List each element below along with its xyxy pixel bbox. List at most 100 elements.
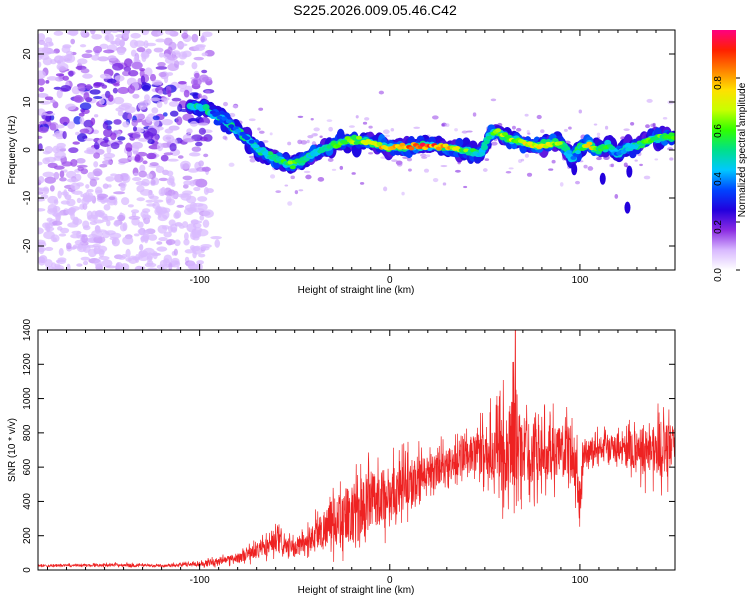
- spectrogram-noise-cell: [662, 116, 668, 120]
- spectrogram-noise-cell: [44, 246, 54, 252]
- spectrogram-noise-cell: [52, 145, 60, 154]
- spectrogram-noise-cell: [182, 175, 193, 181]
- spectrogram-noise-cell: [391, 159, 398, 162]
- spectrogram-noise-cell: [60, 84, 72, 92]
- spectrogram-noise-cell: [223, 101, 229, 107]
- spectrogram-noise-cell: [472, 112, 477, 117]
- spectrogram-noise-cell: [113, 119, 122, 125]
- spectrogram-noise-cell: [327, 157, 334, 162]
- spectrogram-noise-cell: [362, 121, 368, 125]
- spectrogram-noise-cell: [133, 233, 140, 237]
- spectrogram-noise-cell: [623, 162, 628, 168]
- spectrogram-noise-cell: [136, 197, 145, 202]
- spectrogram-noise-cell: [51, 220, 63, 226]
- spectrogram-noise-cell: [50, 99, 56, 104]
- spectrogram-noise-cell: [168, 219, 176, 226]
- spectrogram-noise-cell: [204, 90, 211, 94]
- spectrogram-noise-cell: [163, 37, 173, 46]
- spectrogram-ridge-cell: [202, 103, 210, 111]
- snr-y-axis: 0 200 400 600 800 1000 1200 1400: [22, 318, 675, 573]
- spectrogram-noise-cell: [148, 234, 158, 241]
- spectrogram-noise-cell: [191, 229, 202, 236]
- spectrogram-noise-cell: [170, 181, 176, 187]
- spectrogram-noise-cell: [73, 115, 82, 125]
- spectrogram-noise-cell: [113, 82, 120, 87]
- spectrogram-x-axis: -100 0 100: [47, 30, 676, 286]
- snr-y-tick-label: 1000: [22, 387, 33, 410]
- spectrogram-noise-cell: [157, 62, 166, 67]
- spectrogram-noise-cell: [162, 134, 175, 143]
- snr-y-tick-label: 200: [22, 527, 33, 544]
- snr-series-line: [38, 330, 675, 569]
- spectrogram-noise-cell: [46, 76, 58, 81]
- spectrogram-noise-cell: [52, 101, 59, 109]
- spectrogram-noise-cell: [107, 94, 114, 102]
- spectrogram-noise-cell: [137, 78, 142, 84]
- spectrogram-noise-cell: [43, 112, 56, 116]
- spectrogram-noise-cell: [53, 171, 60, 180]
- spectrogram-noise-cell: [222, 135, 227, 140]
- spectrogram-ridge-cell: [287, 160, 294, 165]
- spectrogram-y-label: Frequency (Hz): [7, 116, 18, 185]
- spectrogram-noise-cell: [165, 239, 176, 245]
- spectrogram-ridge-cell: [668, 132, 675, 137]
- spectrogram-noise-cell: [198, 127, 206, 135]
- spectrogram-noise-cell: [191, 61, 198, 70]
- spectrogram-noise-cell: [183, 238, 190, 246]
- spectrogram-ridge-cell: [504, 135, 511, 140]
- spectrogram-noise-cell: [132, 150, 139, 155]
- spectrogram-noise-cell: [182, 190, 193, 196]
- spectrogram-noise-cell: [137, 228, 145, 235]
- spectrogram-noise-cell: [104, 34, 110, 41]
- spectrogram-noise-cell: [167, 90, 172, 98]
- spectrogram-noise-cell: [152, 115, 160, 121]
- spectrogram-ridge-cell: [570, 155, 577, 160]
- spectrogram-ridge-cell: [435, 146, 442, 151]
- spectrogram-noise-cell: [58, 248, 64, 256]
- spectrogram-noise-cell: [646, 98, 653, 103]
- spectrogram-noise-cell: [139, 69, 145, 78]
- spectrogram-noise-cell: [645, 124, 650, 129]
- spectrogram-x-tick-label: 100: [572, 275, 589, 286]
- spectrogram-noise-cell: [132, 126, 138, 132]
- spectrogram-noise-cell: [166, 72, 174, 77]
- spectrogram-noise-cell: [156, 241, 163, 245]
- spectrogram-noise-cell: [128, 215, 141, 220]
- spectrogram-x-tick-label: 0: [387, 275, 393, 286]
- spectrogram-noise-cell: [176, 204, 185, 208]
- spectrogram-noise-cell: [152, 201, 160, 210]
- spectrogram-ridge-cell: [397, 145, 404, 150]
- spectrogram-noise-cell: [59, 116, 70, 125]
- spectrogram-noise-cell: [197, 93, 202, 99]
- spectrogram-noise-cell: [114, 75, 125, 82]
- spectrogram-noise-cell: [49, 123, 57, 131]
- spectrogram-ridge-cell: [342, 140, 349, 145]
- spectrogram-noise-cell: [188, 152, 201, 157]
- spectrogram-noise-cell: [146, 152, 157, 160]
- spectrogram-noise-cell: [93, 141, 100, 150]
- spectrogram-noise-cell: [89, 220, 98, 226]
- spectrogram-noise-cell: [170, 226, 178, 233]
- spectrogram-noise-cell: [307, 134, 314, 139]
- spectrogram-noise-cell: [38, 175, 45, 184]
- spectrogram-noise-cell: [160, 207, 171, 213]
- spectrogram-noise-cell: [85, 184, 90, 189]
- spectrogram-noise-cell: [368, 152, 374, 155]
- spectrogram-noise-cell: [117, 110, 124, 117]
- spectrogram-noise-cell: [156, 246, 168, 252]
- spectrogram-noise-cell: [39, 120, 47, 125]
- spectrogram-noise-cell: [117, 48, 126, 56]
- spectrogram-noise-cell: [112, 62, 124, 71]
- spectrogram-noise-cell: [177, 81, 187, 85]
- spectrogram-noise-cell: [151, 107, 159, 114]
- spectrogram-ridge-cell: [599, 172, 606, 185]
- spectrogram-noise-cell: [53, 86, 62, 90]
- snr-panel: -100 0 100 0 200 400 600 800 1000 1200 1400 Heigh…: [7, 318, 676, 596]
- spectrogram-noise-cell: [93, 152, 101, 159]
- spectrogram-noise-cell: [593, 123, 598, 126]
- spectrogram-noise-cell: [130, 32, 141, 39]
- spectrogram-noise-cell: [181, 32, 189, 39]
- spectrogram-noise-cell: [191, 146, 202, 152]
- spectrogram-noise-cell: [174, 210, 182, 219]
- spectrogram-noise-cell: [56, 62, 69, 72]
